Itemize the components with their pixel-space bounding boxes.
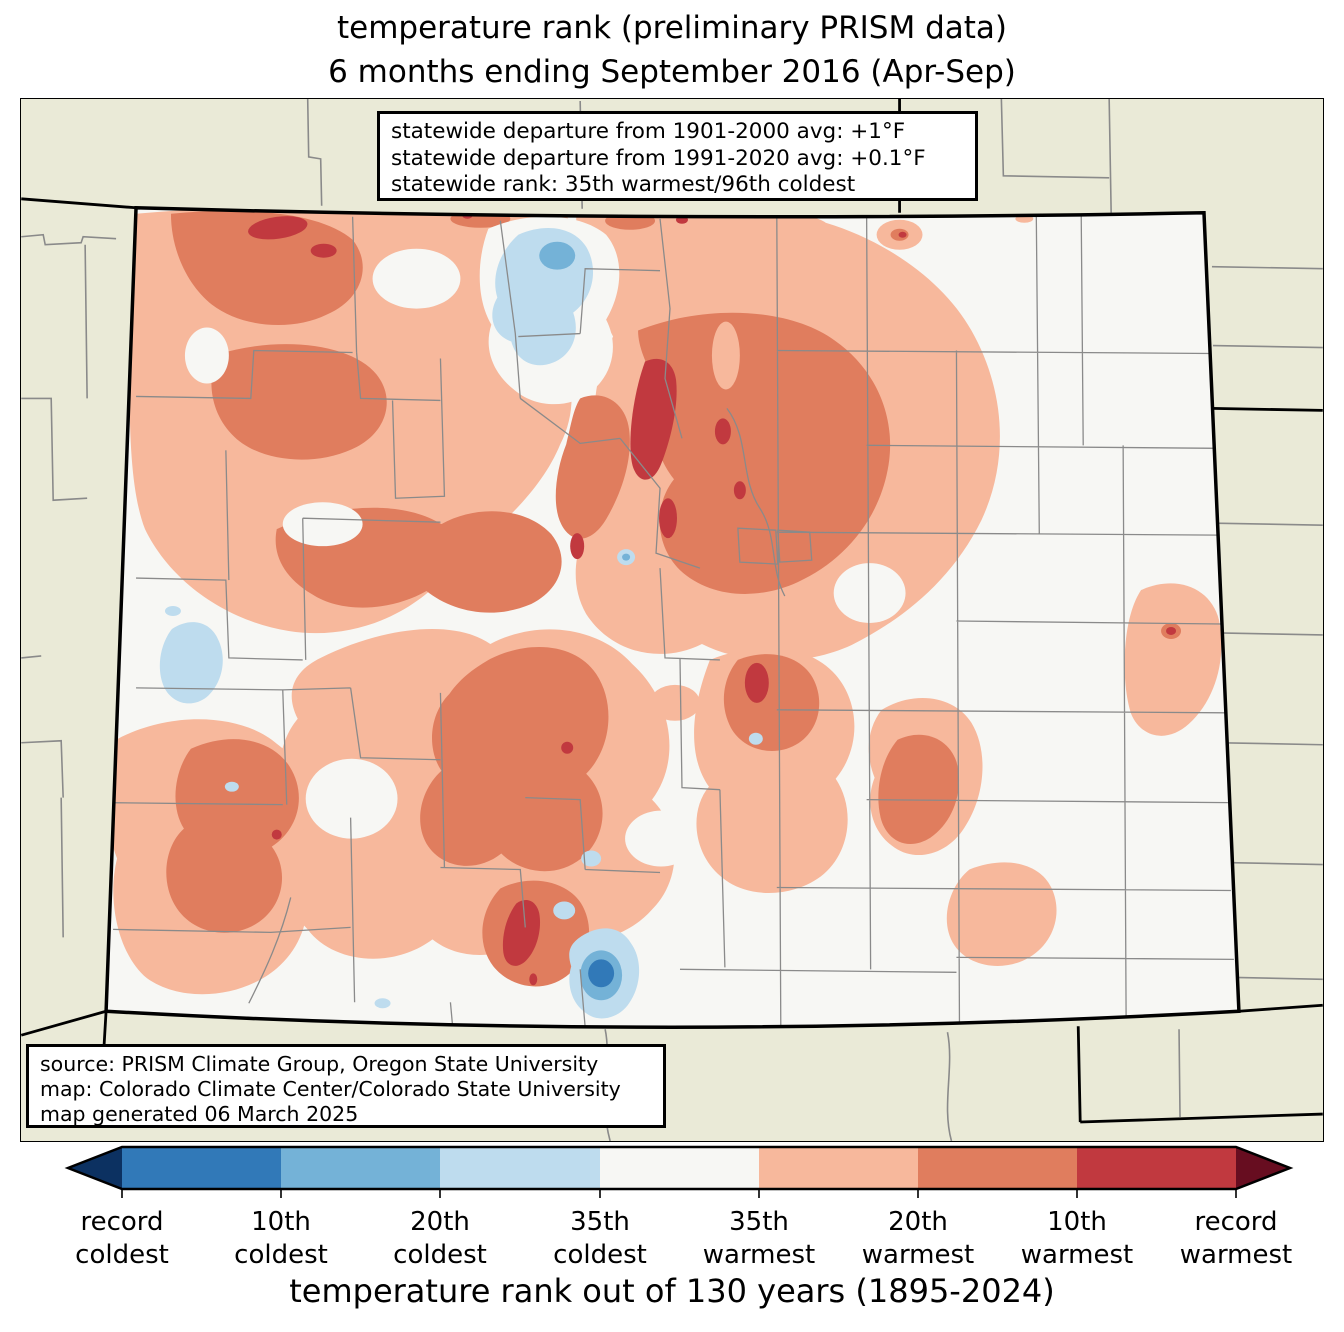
colorbar-label-10th-coldest: 10th coldest bbox=[234, 1207, 328, 1270]
page-title-line1: temperature rank (preliminary PRISM data… bbox=[336, 10, 1007, 46]
colorbar-seg-cold3 bbox=[122, 1147, 281, 1189]
colorbar-label-20th-coldest: 20th coldest bbox=[393, 1207, 487, 1270]
colorbar bbox=[64, 1145, 1294, 1198]
source-line3: map generated 06 March 2025 bbox=[40, 1102, 359, 1126]
stats-line2: statewide departure from 1991-2020 avg: … bbox=[391, 145, 926, 171]
colorbar-label-10th-warmest: 10th warmest bbox=[1020, 1207, 1134, 1270]
colorbar-seg-warm1 bbox=[759, 1147, 918, 1189]
colorbar-label-35th-warmest: 35th warmest bbox=[702, 1207, 816, 1270]
colorbar-label-35th-coldest: 35th coldest bbox=[553, 1207, 647, 1270]
statewide-stats-box: statewide departure from 1901-2000 avg: … bbox=[377, 111, 978, 201]
colorado-county-lines bbox=[109, 214, 1234, 1028]
colorado-state-border bbox=[104, 205, 1241, 1029]
cool-blobs bbox=[159, 228, 763, 1019]
colorbar-ticks bbox=[121, 1189, 1237, 1198]
source-line2: map: Colorado Climate Center/Colorado St… bbox=[40, 1077, 621, 1101]
colorbar-seg-cold1 bbox=[440, 1147, 600, 1189]
colorbar-seg-neutral bbox=[600, 1147, 759, 1189]
anomaly-blobs bbox=[106, 207, 1234, 1028]
colorbar-seg-cold2 bbox=[281, 1147, 440, 1189]
warm2-blobs bbox=[166, 209, 1182, 987]
warm3-blobs bbox=[248, 212, 1177, 986]
colorbar-label-record-coldest: record coldest bbox=[75, 1207, 169, 1270]
source-credit-box: source: PRISM Climate Group, Oregon Stat… bbox=[26, 1044, 666, 1128]
colorbar-label-record-warmest: record warmest bbox=[1179, 1207, 1293, 1270]
map-frame bbox=[20, 98, 1324, 1142]
colorbar-right-arrow bbox=[1236, 1147, 1290, 1189]
colorbar-seg-warm3 bbox=[1077, 1147, 1236, 1189]
colorbar-left-arrow bbox=[68, 1147, 122, 1189]
source-line1: source: PRISM Climate Group, Oregon Stat… bbox=[40, 1052, 599, 1076]
page-title-line2: 6 months ending September 2016 (Apr-Sep) bbox=[328, 54, 1016, 90]
colorbar-caption: temperature rank out of 130 years (1895-… bbox=[289, 1272, 1055, 1310]
stats-line1: statewide departure from 1901-2000 avg: … bbox=[391, 119, 906, 144]
colorbar-label-20th-warmest: 20th warmest bbox=[861, 1207, 975, 1270]
colorado-map bbox=[21, 99, 1323, 1141]
colorbar-seg-warm2 bbox=[918, 1147, 1077, 1189]
stats-line3: statewide rank: 35th warmest/96th coldes… bbox=[391, 172, 856, 197]
